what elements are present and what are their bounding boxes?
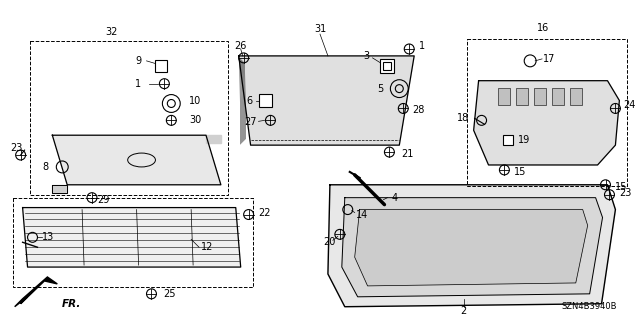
Text: 2: 2 [461, 306, 467, 316]
Text: 32: 32 [106, 27, 118, 37]
Text: 1: 1 [419, 41, 425, 51]
Text: 8: 8 [42, 162, 49, 172]
Polygon shape [342, 198, 602, 297]
Text: 17: 17 [543, 54, 556, 64]
Polygon shape [355, 210, 588, 286]
Text: 15: 15 [515, 167, 527, 177]
Polygon shape [52, 185, 67, 193]
Text: SZN4B3940B: SZN4B3940B [562, 302, 618, 311]
Bar [29, 41, 228, 195]
Text: 15: 15 [616, 182, 628, 192]
Text: 23: 23 [620, 188, 632, 198]
Text: 24: 24 [623, 100, 636, 110]
Text: 22: 22 [259, 208, 271, 218]
Text: 23: 23 [11, 143, 23, 153]
Text: 18: 18 [458, 113, 470, 124]
Text: 3: 3 [364, 51, 369, 61]
Polygon shape [499, 88, 510, 106]
Text: 26: 26 [234, 41, 247, 51]
Text: 28: 28 [412, 105, 424, 116]
Polygon shape [474, 81, 620, 165]
Text: 25: 25 [163, 289, 176, 299]
Text: 29: 29 [97, 195, 109, 205]
Polygon shape [570, 88, 582, 106]
Polygon shape [516, 88, 528, 106]
Polygon shape [206, 135, 221, 143]
Polygon shape [534, 88, 546, 106]
Bar [380, 59, 394, 73]
Text: 19: 19 [518, 135, 531, 145]
Text: 30: 30 [189, 115, 202, 125]
Text: 31: 31 [314, 24, 326, 34]
Text: 14: 14 [356, 210, 368, 220]
Polygon shape [239, 56, 414, 145]
Bar [259, 93, 273, 108]
Text: 6: 6 [246, 96, 253, 106]
Text: 9: 9 [136, 56, 141, 66]
Bar [156, 60, 167, 72]
Bar [467, 39, 627, 186]
Polygon shape [328, 185, 616, 307]
Text: 21: 21 [401, 149, 413, 159]
Text: 4: 4 [392, 193, 397, 203]
Text: 12: 12 [201, 242, 213, 252]
Text: 1: 1 [136, 79, 141, 89]
Text: 16: 16 [537, 23, 549, 33]
Polygon shape [552, 88, 564, 106]
Bar [383, 62, 392, 70]
Bar [504, 135, 513, 145]
Polygon shape [52, 135, 221, 185]
Text: 10: 10 [189, 96, 202, 106]
Text: FR.: FR. [62, 299, 82, 309]
Text: 5: 5 [377, 84, 383, 94]
Bar [13, 198, 253, 287]
Polygon shape [22, 208, 241, 267]
Text: 20: 20 [324, 237, 336, 247]
Text: 27: 27 [244, 117, 257, 127]
Polygon shape [15, 277, 58, 307]
Text: 13: 13 [42, 232, 54, 242]
